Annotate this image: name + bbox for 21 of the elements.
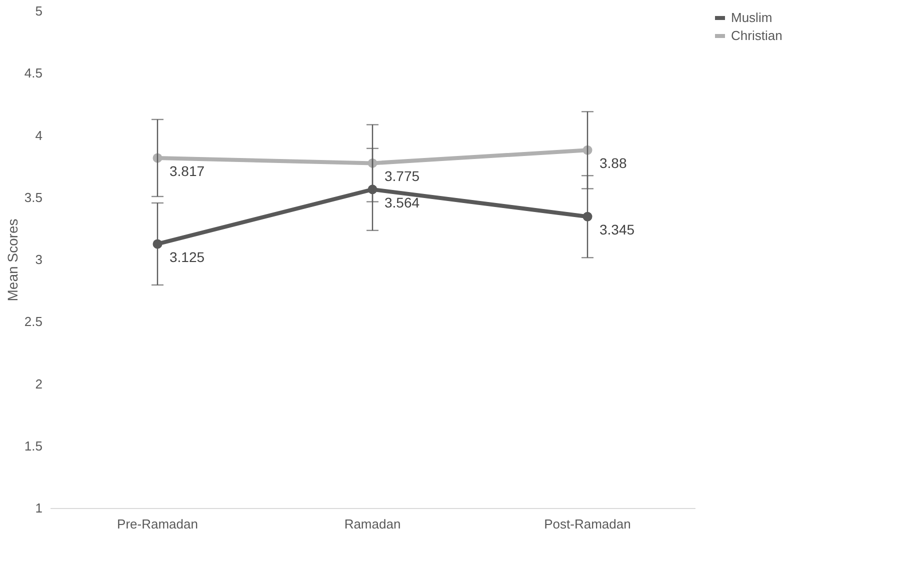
legend-label: Christian (731, 28, 782, 43)
x-tick-label: Pre-Ramadan (117, 516, 198, 532)
y-axis-title: Mean Scores (4, 218, 20, 302)
data-label: 3.125 (170, 248, 205, 265)
y-tick-label: 4.5 (24, 66, 42, 81)
data-label: 3.817 (170, 162, 205, 179)
y-tick-label: 1.5 (24, 438, 42, 454)
y-tick-label: 2.5 (24, 314, 42, 330)
y-tick-label: 4 (35, 128, 42, 143)
y-tick-label: 5 (35, 4, 42, 18)
data-label: 3.88 (600, 155, 627, 172)
data-label: 3.345 (600, 222, 635, 238)
y-tick-label: 1 (35, 500, 42, 516)
y-tick-label: 2 (35, 376, 42, 392)
y-tick-label: 3.5 (24, 190, 42, 205)
data-label: 3.775 (384, 168, 420, 184)
x-tick-label: Post-Ramadan (544, 516, 631, 532)
y-tick-label: 3 (35, 252, 42, 267)
data-label: 3.564 (384, 194, 420, 210)
x-tick-label: Ramadan (344, 516, 401, 532)
legend-label: Muslim (731, 10, 772, 25)
